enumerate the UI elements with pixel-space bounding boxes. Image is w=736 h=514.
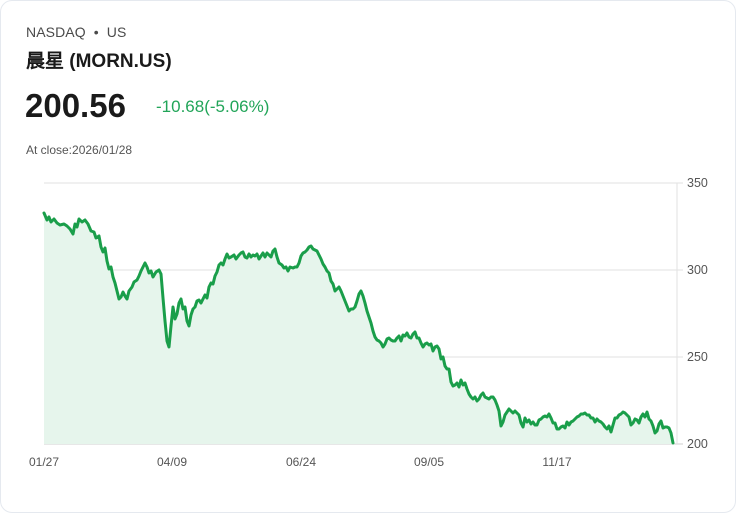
x-tick-label: 09/05 <box>414 455 444 469</box>
y-axis: 350 300 250 200 <box>687 176 708 451</box>
exchange-line: NASDAQ • US <box>26 24 126 40</box>
x-tick-label: 11/17 <box>542 455 571 469</box>
x-tick-label: 01/27 <box>29 455 59 469</box>
separator-dot: • <box>93 24 99 40</box>
y-tick-label: 300 <box>687 263 708 277</box>
region: US <box>106 24 127 40</box>
current-price: 200.56 <box>25 87 126 124</box>
y-tick-label: 350 <box>687 176 708 190</box>
close-timestamp: At close:2026/01/28 <box>26 143 133 157</box>
stock-title: 晨星 (MORN.US) <box>26 51 172 72</box>
price-area-fill <box>44 213 673 444</box>
y-tick-label: 250 <box>687 350 708 364</box>
price-change: -10.68(-5.06%) <box>156 97 270 116</box>
x-tick-label: 06/24 <box>286 455 316 469</box>
exchange-name: NASDAQ <box>26 24 86 40</box>
price-line <box>42 211 675 445</box>
x-axis: 01/27 04/09 06/24 09/05 11/17 <box>29 455 572 469</box>
y-tick-label: 200 <box>687 437 708 451</box>
x-tick-label: 04/09 <box>157 455 187 469</box>
